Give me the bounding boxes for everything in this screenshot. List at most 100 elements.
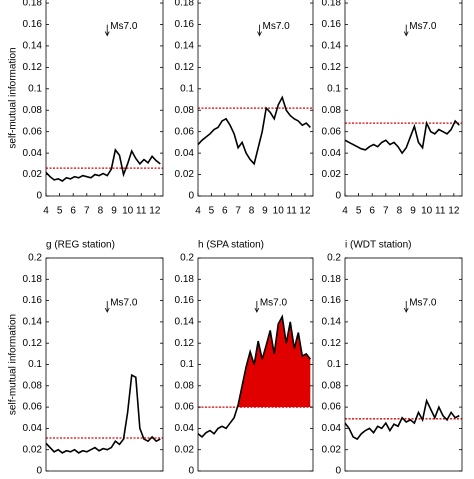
y-tick-label: 0.18 [23,274,43,285]
x-tick-label: 12 [149,206,161,217]
y-tick-label: 0.18 [23,0,43,9]
y-tick-label: 0.12 [175,62,195,73]
y-tick-label: 0.04 [322,423,342,434]
y-tick-label: 0.12 [23,62,43,73]
y-tick-label: 0.14 [175,317,195,328]
y-tick-label: 0.06 [23,126,43,137]
plot-frame [197,0,314,197]
x-tick-label: 4 [195,206,201,217]
y-tick-label: 0.1 [180,359,194,370]
y-tick-label: 0.1 [327,359,341,370]
annotation-text: Ms7.0 [409,298,437,309]
series-line [198,314,311,439]
annotation-arrowhead [403,31,409,37]
x-tick-label: 10 [122,206,134,217]
y-tick-label: 0.06 [175,126,195,137]
y-tick-label: 0.06 [175,402,195,413]
y-tick-label: 0.02 [23,169,43,180]
y-tick-label: 0.12 [322,338,342,349]
exceedance-area [198,316,311,408]
plot-frame [45,0,164,197]
x-tick-label: 9 [111,206,117,217]
y-tick-label: 0.16 [322,19,342,30]
y-tick-label: 0.1 [28,83,42,94]
y-tick-label: 0.06 [322,402,342,413]
y-tick-label: 0.1 [327,83,341,94]
y-tick-label: 0.08 [322,380,342,391]
y-tick-label: 0 [335,191,341,202]
x-tick-label: 6 [70,206,76,217]
y-tick-label: 0.02 [175,169,195,180]
annotation-text: Ms7.0 [409,21,437,32]
x-tick-label: 9 [410,206,416,217]
y-tick-label: 0.14 [23,317,43,328]
x-tick-label: 12 [299,206,311,217]
y-tick-label: 0.12 [23,338,43,349]
y-tick-label: 0.02 [23,444,43,455]
plot-frame [344,0,463,197]
y-tick-label: 0.04 [175,423,195,434]
y-tick-label: 0.14 [23,41,43,52]
y-tick-label: 0.12 [322,62,342,73]
x-tick-label: 7 [235,206,241,217]
y-tick-label: 0.02 [322,169,342,180]
annotation-arrowhead [403,307,409,313]
x-tick-label: 12 [448,206,460,217]
x-tick-label: 4 [43,206,49,217]
y-tick-label: 0.16 [175,19,195,30]
y-tick-label: 0.18 [322,274,342,285]
panel-title: g (REG station) [46,240,115,251]
y-tick-label: 0.14 [175,41,195,52]
y-tick-label: 0.2 [180,253,194,264]
y-tick-label: 0 [335,466,341,474]
panel-title: i (WDT station) [345,240,412,251]
y-axis-label: self-mutual information [8,314,19,415]
y-tick-label: 0.06 [23,402,43,413]
x-tick-label: 4 [342,206,348,217]
plot-frame [344,257,463,472]
y-tick-label: 0.08 [175,380,195,391]
annotation-text: Ms7.0 [260,298,288,309]
y-tick-label: 0.02 [322,444,342,455]
x-tick-label: 5 [209,206,215,217]
y-tick-label: 0.2 [327,253,341,264]
annotation-arrowhead [257,31,262,37]
x-tick-label: 11 [286,206,297,217]
x-tick-label: 11 [136,206,147,217]
y-tick-label: 0.08 [322,105,342,116]
y-tick-label: 0.16 [322,295,342,306]
series-line [46,148,161,182]
series-line [345,119,460,155]
x-tick-label: 9 [262,206,268,217]
y-tick-label: 0.06 [322,126,342,137]
y-tick-label: 0.18 [175,0,195,9]
x-tick-label: 10 [273,206,285,217]
x-tick-label: 8 [98,206,104,217]
y-tick-label: 0.14 [322,41,342,52]
annotation-arrowhead [254,307,260,313]
x-tick-label: 8 [249,206,255,217]
y-tick-label: 0.08 [23,380,43,391]
y-tick-label: 0.04 [23,423,43,434]
annotation-text: Ms7.0 [110,298,138,309]
y-axis-label: self-mutual information [8,47,19,148]
y-tick-label: 0 [36,191,42,202]
y-tick-label: 0 [188,466,194,474]
y-tick-label: 0 [36,466,42,474]
series-line [46,373,161,454]
y-tick-label: 0.12 [175,338,195,349]
y-tick-label: 0.2 [28,253,42,264]
y-tick-label: 0.18 [175,274,195,285]
x-tick-label: 7 [383,206,389,217]
x-tick-label: 8 [397,206,403,217]
series-line [198,95,311,166]
panel-title: h (SPA station) [198,240,264,251]
annotation-text: Ms7.0 [263,21,291,32]
x-tick-label: 11 [435,206,446,217]
x-tick-label: 6 [222,206,228,217]
annotation-text: Ms7.0 [110,21,138,32]
y-tick-label: 0.16 [23,19,43,30]
y-tick-label: 0.08 [175,105,195,116]
series-line [345,398,460,441]
